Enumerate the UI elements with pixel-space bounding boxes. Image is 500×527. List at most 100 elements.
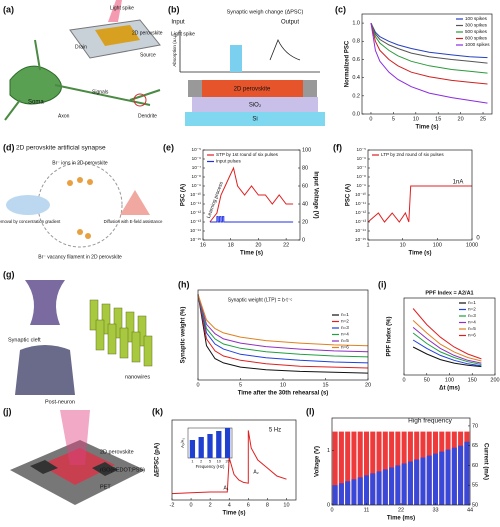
bar — [370, 431, 376, 505]
label: (c) — [335, 4, 346, 14]
label: 1.0 — [352, 21, 360, 27]
label: Output — [281, 20, 299, 26]
label: A₂ — [253, 469, 258, 475]
bar — [332, 431, 338, 505]
label: 0 — [330, 507, 333, 513]
bar — [395, 465, 401, 505]
label: Time (s) — [409, 251, 432, 257]
label: n=5 — [468, 326, 476, 331]
label: 0.8 — [352, 39, 360, 45]
label: Time (s) — [240, 251, 263, 257]
label: 18 — [228, 242, 234, 248]
label: ΔEPSC (pA) — [155, 443, 161, 477]
label: 2 — [200, 460, 202, 464]
label: Time (ms) — [387, 516, 415, 522]
series-line — [370, 22, 488, 74]
label: A₁ — [223, 485, 228, 491]
label: Current (mA) — [482, 443, 488, 480]
label: Signals — [92, 89, 109, 95]
bar — [401, 463, 407, 505]
label: (j) — [3, 406, 12, 416]
inset-bar — [216, 431, 222, 458]
bar — [351, 479, 357, 505]
bar — [345, 431, 351, 505]
series-line — [197, 294, 369, 364]
label: 10⁻⁹ — [191, 183, 201, 188]
bar — [332, 485, 338, 505]
label: n=2 — [468, 307, 476, 312]
label: Synaptic weigh change (ΔPSC) — [227, 9, 304, 15]
chart — [202, 149, 301, 241]
series-line — [209, 166, 294, 223]
bar — [338, 483, 344, 505]
label: 22 — [283, 242, 289, 248]
label: Time (s) — [416, 125, 439, 131]
inset-bar — [189, 440, 196, 458]
label: 16 — [200, 242, 206, 248]
label: Absorption (a.u.) — [172, 33, 177, 67]
label: rGO(PEDOT:PSS) — [100, 467, 145, 473]
label: 6 — [247, 502, 250, 508]
label: SiO₂ — [249, 103, 262, 109]
chart — [197, 289, 369, 381]
bar — [389, 467, 395, 505]
label: 65 — [472, 443, 478, 449]
label: 60 — [302, 183, 308, 189]
label: Δt (ms) — [439, 386, 460, 392]
label: A₂/A₁ — [180, 438, 185, 448]
series-line — [197, 294, 369, 374]
label: (k) — [152, 406, 163, 416]
label: 0 — [302, 237, 305, 243]
label: 44 — [467, 507, 473, 513]
label: 200 — [490, 377, 499, 383]
label: 15 — [322, 382, 328, 388]
label: 150 — [468, 377, 477, 383]
label: 4 — [228, 502, 231, 508]
label: Removal by concentration gradient — [0, 219, 61, 224]
chart — [331, 417, 471, 506]
label: 50 — [424, 377, 430, 383]
chart — [403, 297, 496, 376]
bar — [414, 459, 420, 505]
label: Input Voltage (V) — [312, 171, 318, 218]
bar — [451, 447, 457, 505]
label: 1000 spikes — [465, 42, 490, 47]
bar — [370, 473, 376, 505]
series-line — [197, 294, 369, 369]
bar — [382, 469, 388, 505]
ion-cycle-diagram — [6, 162, 150, 248]
label: 100 spikes — [465, 16, 488, 21]
label: 0 — [402, 377, 405, 383]
label: 1 — [191, 460, 193, 464]
synapse-nanowire-diagram — [15, 280, 153, 395]
label: Light spike — [110, 5, 134, 11]
series-line — [370, 22, 488, 59]
label: 20 — [255, 242, 261, 248]
label: Drain — [75, 44, 87, 50]
label: 2 — [209, 502, 212, 508]
bar — [407, 461, 413, 505]
label: 300 spikes — [465, 23, 488, 28]
chart — [367, 149, 473, 241]
label: n=1 — [468, 300, 476, 305]
label: 10⁻⁸ — [357, 174, 367, 179]
label: 20 — [302, 219, 308, 225]
label: High frequency — [408, 418, 452, 425]
label: Input — [171, 20, 185, 26]
label: 0 — [369, 116, 372, 122]
series-line — [209, 216, 294, 223]
label: 10⁻¹¹ — [355, 201, 366, 206]
label: 10⁻¹² — [355, 210, 366, 215]
label: 10⁻¹³ — [190, 219, 201, 224]
label: Light spike — [171, 31, 195, 37]
label: 1 — [366, 242, 369, 248]
label: STP by 1st round of six pulses — [216, 152, 279, 157]
label: 0 — [476, 236, 480, 242]
label: PPF Index = A2/A1 — [425, 290, 473, 296]
series-line — [370, 22, 488, 85]
label: 100 — [433, 242, 442, 248]
label: 70 — [472, 423, 478, 429]
label: Source — [140, 52, 156, 58]
label: 10⁻⁵ — [192, 147, 202, 152]
label: LTP by 2nd round of six pulses — [381, 152, 444, 157]
